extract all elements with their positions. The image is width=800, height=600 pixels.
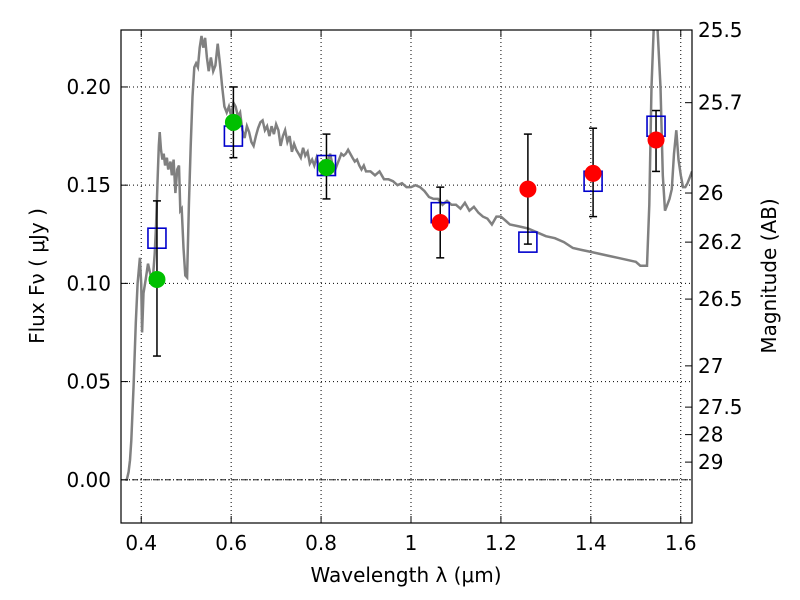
mag-tick-label: 27 bbox=[698, 354, 723, 378]
y2-axis-label: Magnitude (AB) bbox=[757, 198, 781, 353]
model-spectrum-line bbox=[125, 30, 692, 482]
x-tick-label: 0.4 bbox=[125, 531, 157, 555]
data-point-green bbox=[148, 270, 166, 288]
mag-tick-label: 25.7 bbox=[698, 91, 743, 115]
y-tick-label: 0.00 bbox=[66, 468, 111, 492]
series-layer bbox=[125, 30, 692, 482]
y-tick-label: 0.20 bbox=[66, 75, 111, 99]
mag-tick-label: 25.5 bbox=[698, 18, 743, 42]
x-tick-label: 1.2 bbox=[485, 531, 517, 555]
mag-tick-label: 26.2 bbox=[698, 230, 743, 254]
x-tick-label: 1 bbox=[405, 531, 418, 555]
mag-tick-label: 27.5 bbox=[698, 395, 743, 419]
x-tick-label: 0.6 bbox=[215, 531, 247, 555]
data-point-red bbox=[431, 213, 449, 231]
y-axis-label: Flux Fν ( μJy ) bbox=[25, 208, 49, 344]
data-point-red bbox=[584, 164, 602, 182]
x-axis-label: Wavelength λ (μm) bbox=[310, 563, 501, 587]
data-point-green bbox=[317, 158, 335, 176]
x-tick-label: 1.4 bbox=[575, 531, 607, 555]
mag-tick-label: 26 bbox=[698, 181, 723, 205]
data-point-red bbox=[647, 131, 665, 149]
y-tick-label: 0.15 bbox=[66, 173, 111, 197]
mag-tick-label: 26.5 bbox=[698, 287, 743, 311]
y-tick-label: 0.10 bbox=[66, 271, 111, 295]
x-tick-label: 0.8 bbox=[305, 531, 337, 555]
mag-tick-label: 28 bbox=[698, 423, 723, 447]
grid bbox=[121, 30, 692, 523]
plot-frame bbox=[120, 29, 693, 524]
mag-tick-label: 29 bbox=[698, 450, 723, 474]
data-point-green bbox=[224, 113, 242, 131]
y-tick-label: 0.05 bbox=[66, 370, 111, 394]
data-point-red bbox=[519, 180, 537, 198]
x-tick-label: 1.6 bbox=[665, 531, 697, 555]
axes: 0.4 0.6 0.8 1 1.2 1.4 1.6 0.00 0.05 0.10 0.15 0.20 2… bbox=[66, 18, 742, 555]
